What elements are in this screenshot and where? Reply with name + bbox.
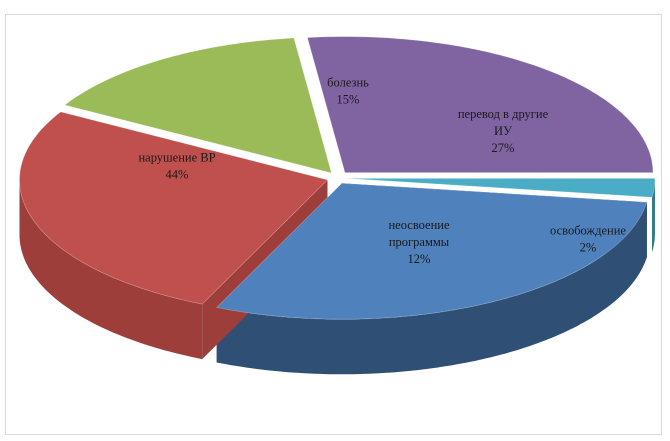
release-label: освобождение 2%	[550, 224, 626, 255]
transfer-label: перевод в другие ИУ 27%	[458, 107, 549, 155]
release-label-line: 2%	[580, 241, 597, 255]
violation-slice	[19, 111, 329, 305]
violation-side	[19, 179, 203, 360]
transfer-slice	[306, 36, 654, 174]
transfer-label-line: 27%	[492, 141, 515, 155]
illness-label-line: 15%	[337, 93, 360, 107]
failure-label: неосвоение программы 12%	[388, 218, 449, 266]
release-label-line: освобождение	[550, 224, 626, 238]
failure-side	[216, 202, 647, 375]
transfer-label-line: перевод в другие	[458, 107, 549, 121]
violation-label-line: нарушение ВР	[138, 151, 215, 165]
violation-label: нарушение ВР 44%	[138, 151, 215, 182]
failure-label-line: программы	[389, 235, 450, 249]
release-side	[652, 178, 655, 253]
failure-slice	[215, 182, 648, 320]
transfer-label-line: ИУ	[494, 124, 512, 138]
failure-label-line: неосвоение	[388, 218, 449, 232]
failure-label-line: 12%	[408, 252, 431, 266]
illness-label-line: болезнь	[327, 76, 369, 90]
illness-slice	[63, 37, 333, 174]
illness-label: болезнь 15%	[327, 76, 369, 107]
violation-label-line: 44%	[166, 168, 189, 182]
release-slice	[346, 177, 656, 198]
